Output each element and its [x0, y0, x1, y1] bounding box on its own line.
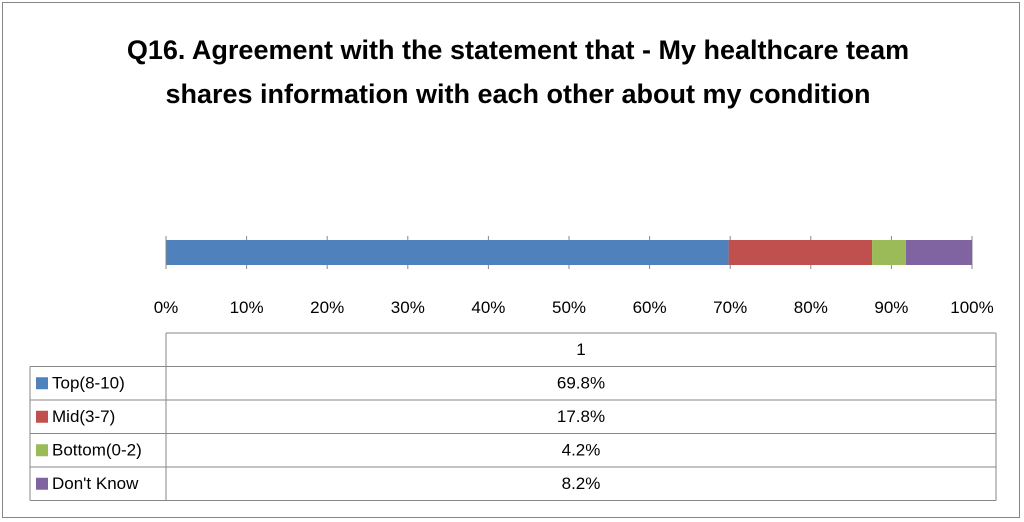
bar-segment-bottom-0-2 [872, 240, 906, 265]
x-tick-label: 100% [950, 298, 993, 317]
data-label: 69.8% [557, 374, 605, 393]
bar-segment-top-8-10 [166, 240, 729, 265]
x-tick-label: 80% [794, 298, 828, 317]
data-label: 8.2% [562, 474, 601, 493]
data-label: 17.8% [557, 407, 605, 426]
legend-label: Don't Know [52, 474, 139, 493]
x-tick-label: 70% [713, 298, 747, 317]
bar-segment-don-t-know [905, 240, 972, 265]
x-tick-label: 0% [154, 298, 179, 317]
legend-swatch [36, 477, 48, 490]
x-tick-label: 50% [552, 298, 586, 317]
data-label: 4.2% [562, 441, 601, 460]
x-tick-label: 40% [471, 298, 505, 317]
x-tick-label: 20% [310, 298, 344, 317]
bar-segment-mid-3-7 [728, 240, 873, 265]
x-tick-label: 30% [391, 298, 425, 317]
table-header-label: 1 [576, 340, 585, 359]
x-tick-label: 60% [633, 298, 667, 317]
x-tick-label: 10% [230, 298, 264, 317]
legend-label: Bottom(0-2) [52, 441, 142, 460]
x-tick-label: 90% [874, 298, 908, 317]
chart-title: Q16. Agreement with the statement that -… [126, 35, 910, 109]
legend-swatch [36, 410, 48, 423]
legend-label: Mid(3-7) [52, 407, 115, 426]
legend-swatch [36, 444, 48, 457]
legend-swatch [36, 377, 48, 390]
legend-label: Top(8-10) [52, 374, 125, 393]
